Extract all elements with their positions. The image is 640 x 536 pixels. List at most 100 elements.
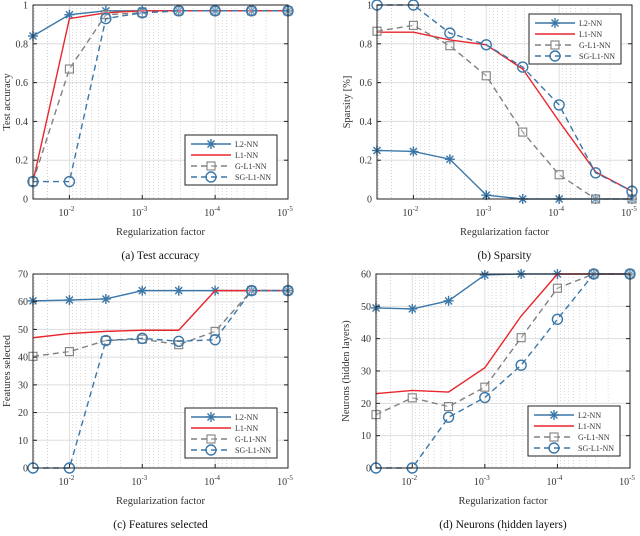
series-line (32, 289, 288, 358)
x-tick-label: 10-5 (619, 474, 635, 488)
data-point (481, 71, 491, 81)
data-point (64, 347, 74, 357)
x-tick-label: 10-4 (204, 205, 220, 219)
data-point (63, 175, 76, 188)
data-point (445, 41, 455, 51)
data-point (136, 332, 148, 344)
y-tick-label: 0.4 (16, 117, 29, 128)
x-tick-label: 10-3 (131, 205, 147, 219)
series-line (377, 31, 633, 192)
y-tick-label: 60 (361, 270, 371, 281)
legend-label: G-L1-NN (235, 162, 267, 171)
legend: L2-NN L1-NN G-L1-NN SG-L1-NN (527, 405, 621, 457)
legend-marker (549, 50, 561, 62)
y-tick-label: 20 (18, 408, 28, 419)
data-point (553, 99, 565, 111)
data-point (245, 284, 258, 297)
data-point (480, 382, 490, 392)
y-tick-label: 0.6 (16, 78, 29, 89)
y-axis-label: Sparsity [%] (342, 76, 353, 129)
series-line (33, 289, 288, 469)
x-tick-label: 10-2 (401, 474, 417, 488)
legend-marker (205, 171, 217, 183)
data-point (64, 295, 75, 306)
legend-entry: G-L1-NN (534, 432, 610, 442)
chart-panel-d: 0 10 20 30 40 50 60 10-2 10-3 10-4 10-5 Regularizat… (341, 268, 636, 531)
data-point (137, 285, 148, 296)
series-line (375, 273, 630, 416)
data-point (408, 146, 419, 157)
series-line (376, 273, 630, 469)
legend-entry: L2-NN (191, 412, 258, 422)
legend-marker (548, 442, 560, 454)
chart-caption: (a) Test accuracy (121, 250, 199, 262)
legend: L2-NN L1-NN G-L1-NN SG-L1-NN (528, 13, 622, 65)
legend-entry: SG-L1-NN (191, 171, 271, 183)
stray-mark: . (505, 523, 508, 534)
data-point (64, 64, 74, 74)
data-point (518, 127, 528, 137)
legend-entry: L2-NN (535, 18, 602, 28)
legend-label: SG-L1-NN (579, 52, 615, 61)
chart-panel-a: 0 0.2 0.4 0.6 0.8 1 10-2 10-3 10-4 10-5 Regulariza… (2, 1, 294, 262)
legend-label: L1-NN (235, 151, 258, 160)
legend-entry: L1-NN (191, 424, 258, 433)
data-point (480, 39, 492, 51)
x-tick-label: 10-3 (475, 205, 491, 219)
legend-entry: L1-NN (191, 151, 258, 160)
y-tick-label: 40 (18, 353, 28, 364)
x-tick-label: 10-4 (204, 474, 220, 488)
y-tick-label: 30 (361, 367, 371, 378)
data-point (173, 5, 185, 17)
chart-caption: (b) Sparsity (478, 250, 532, 262)
series-line (377, 4, 633, 192)
y-tick-label: 10 (18, 436, 28, 447)
x-axis-label: Regularization factor (116, 496, 205, 507)
data-point (407, 303, 418, 314)
x-tick-label: 10-5 (277, 205, 293, 219)
data-point (444, 402, 454, 412)
x-tick-label: 10-2 (402, 205, 418, 219)
y-tick-label: 0 (23, 464, 28, 475)
data-point (444, 154, 455, 165)
legend-label: SG-L1-NN (235, 173, 271, 182)
data-point (554, 170, 564, 180)
data-point (100, 334, 112, 347)
legend-marker (549, 432, 559, 442)
x-tick-label: 10-4 (548, 205, 564, 219)
data-point (443, 295, 454, 306)
x-axis-label: Regularization factor (460, 227, 549, 238)
x-axis-label: Regularization factor (459, 496, 548, 507)
data-point (100, 293, 111, 304)
legend-label: L2-NN (578, 411, 601, 420)
data-point (245, 5, 258, 17)
x-tick-label: 10-4 (547, 474, 563, 488)
data-point (479, 391, 491, 404)
y-tick-label: 0.8 (16, 39, 29, 50)
y-axis-label: Neurons (hidden layers) (341, 320, 352, 422)
y-tick-label: 1 (23, 1, 28, 12)
legend-entry: L2-NN (191, 139, 258, 149)
legend-entry: SG-L1-NN (535, 50, 615, 62)
data-point (64, 9, 75, 20)
legend-marker (206, 139, 216, 149)
y-tick-label: 0 (23, 195, 28, 206)
x-tick-label: 10-2 (58, 474, 74, 488)
legend-entry: G-L1-NN (535, 40, 611, 50)
legend-marker (206, 161, 216, 171)
y-tick-label: 0.2 (360, 156, 373, 167)
data-point (552, 283, 562, 293)
series-sg-l1-nn (27, 284, 294, 474)
data-point (444, 27, 456, 39)
data-point (407, 393, 417, 403)
chart-panel-b: 0 0.2 0.4 0.6 0.8 1 10-2 10-3 10-4 10-5 Regulariza… (342, 0, 638, 262)
x-tick-label: 10-5 (621, 205, 637, 219)
y-tick-label: 1 (367, 1, 372, 12)
legend: L2-NN L1-NN G-L1-NN SG-L1-NN (184, 134, 278, 186)
legend-label: L2-NN (235, 140, 258, 149)
legend: L2-NN L1-NN G-L1-NN SG-L1-NN (184, 407, 278, 459)
legend-entry: G-L1-NN (191, 434, 267, 444)
plot-frame (32, 4, 289, 200)
data-point (173, 335, 185, 348)
y-tick-label: 70 (18, 270, 28, 281)
